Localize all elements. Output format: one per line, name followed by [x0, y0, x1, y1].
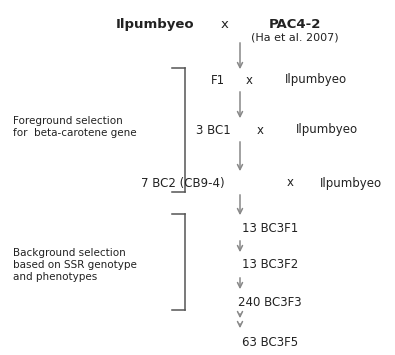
Text: 63 BC3F5: 63 BC3F5: [242, 335, 298, 349]
Text: PAC4-2: PAC4-2: [269, 18, 321, 31]
Text: Foreground selection
for  beta-carotene gene: Foreground selection for beta-carotene g…: [13, 116, 137, 138]
Text: Ilpumbyeo: Ilpumbyeo: [296, 124, 358, 137]
Text: Ilpumbyeo: Ilpumbyeo: [285, 73, 347, 87]
Text: (Ha et al. 2007): (Ha et al. 2007): [251, 32, 339, 42]
Text: 3 BC1: 3 BC1: [196, 124, 231, 137]
Text: 13 BC3F2: 13 BC3F2: [242, 258, 298, 272]
Text: Background selection
based on SSR genotype
and phenotypes: Background selection based on SSR genoty…: [13, 248, 137, 282]
Text: 7 BC2 (CB9-4): 7 BC2 (CB9-4): [141, 176, 225, 190]
Text: Ilpumbyeo: Ilpumbyeo: [116, 18, 194, 31]
Text: x: x: [286, 176, 293, 190]
Text: Ilpumbyeo: Ilpumbyeo: [320, 176, 382, 190]
Text: x: x: [246, 73, 252, 87]
Text: 13 BC3F1: 13 BC3F1: [242, 222, 298, 235]
Text: F1: F1: [211, 73, 225, 87]
Text: x: x: [221, 18, 229, 31]
Text: 240 BC3F3: 240 BC3F3: [238, 295, 302, 308]
Text: x: x: [256, 124, 263, 137]
